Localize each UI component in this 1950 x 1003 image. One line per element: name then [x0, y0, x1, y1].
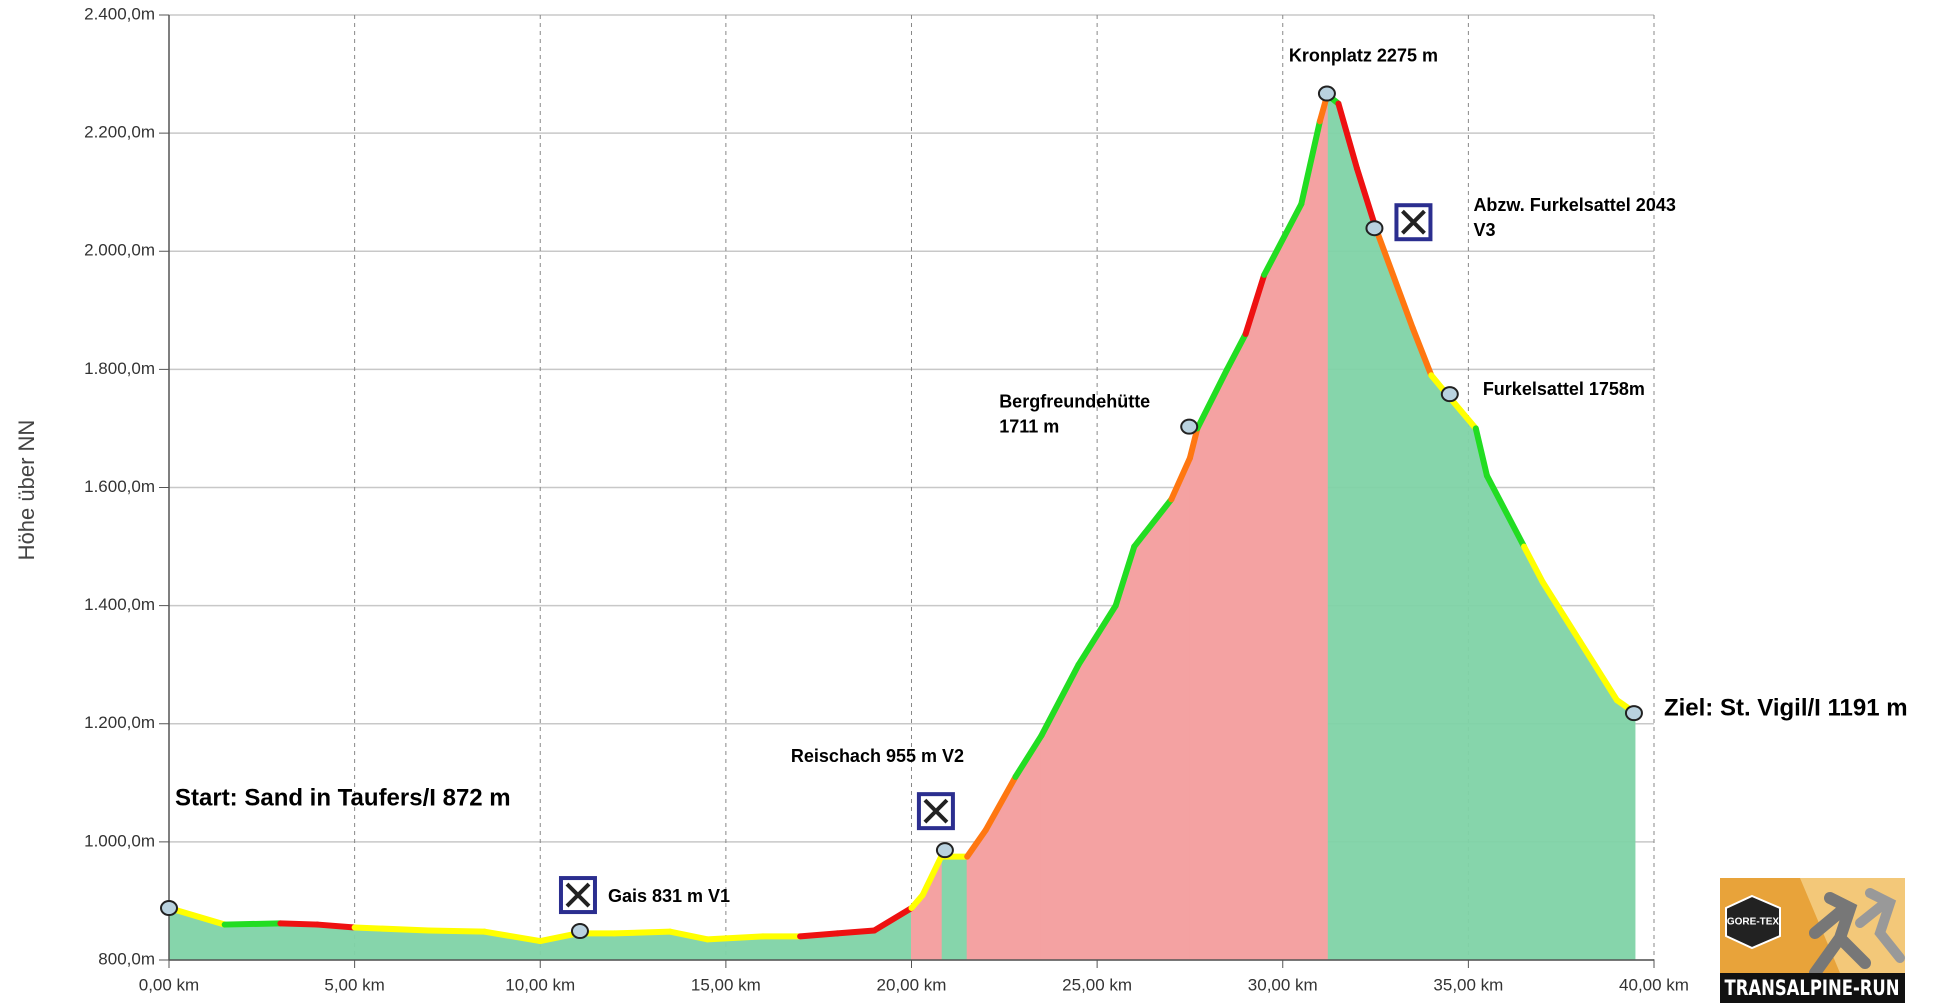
waypoint-label: Start: Sand in Taufers/I 872 m: [175, 784, 511, 811]
waypoint-marker: [1442, 387, 1458, 401]
climb-area: [1190, 428, 1197, 960]
profile-segment: [837, 930, 874, 933]
waypoint-label: Furkelsattel 1758m: [1483, 379, 1645, 399]
climb-area: [1116, 547, 1135, 960]
waypoint-marker: [1319, 87, 1335, 101]
x-tick-label: 10,00 km: [505, 975, 575, 994]
climb-area: [1246, 275, 1265, 960]
climb-area: [1041, 665, 1078, 960]
profile-segment: [800, 933, 837, 936]
climb-area: [1320, 95, 1327, 960]
x-tick-label: 40,00 km: [1619, 975, 1689, 994]
logo-badge-text: GORE-TEX: [1727, 917, 1780, 928]
climb-area: [1301, 121, 1320, 960]
profile-segment: [280, 923, 317, 924]
waypoint-marker: [572, 924, 588, 938]
waypoint-marker: [1366, 221, 1382, 235]
waypoint-label: Abzw. Furkelsattel 2043: [1473, 195, 1675, 215]
y-tick-label: 1.000,0m: [84, 831, 155, 850]
y-tick-label: 2.400,0m: [84, 4, 155, 23]
x-tick-label: 20,00 km: [877, 975, 947, 994]
profile-segment: [318, 925, 355, 928]
x-tick-label: 0,00 km: [139, 975, 199, 994]
profile-segment: [615, 932, 671, 934]
x-tick-label: 25,00 km: [1062, 975, 1132, 994]
profile-segment: [429, 930, 485, 931]
logo-text: TRANSALPINE-RUN: [1725, 976, 1900, 1000]
waypoint-label: Reischach 955 m V2: [791, 746, 964, 766]
waypoint-label: 1711 m: [999, 416, 1059, 436]
climb-area: [1134, 499, 1171, 960]
waypoint-label: V3: [1473, 220, 1495, 240]
y-tick-label: 1.800,0m: [84, 359, 155, 378]
waypoint-label: Kronplatz 2275 m: [1289, 45, 1438, 65]
climb-area: [1227, 334, 1246, 960]
profile-segment: [707, 936, 763, 939]
waypoint-marker: [1626, 706, 1642, 720]
y-tick-label: 1.400,0m: [84, 595, 155, 614]
y-tick-label: 2.000,0m: [84, 241, 155, 260]
y-axis-title: Höhe über NN: [14, 420, 39, 561]
waypoint-label: Bergfreundehütte: [999, 391, 1150, 411]
logo: GORE-TEX TRANSALPINE-RUN: [1720, 878, 1905, 1003]
profile-segment: [225, 923, 281, 924]
page: {"chart_data": { "type": "area", "y_labe…: [0, 0, 1950, 1003]
y-tick-label: 800,0m: [98, 949, 155, 968]
y-tick-label: 1.200,0m: [84, 713, 155, 732]
profile-segment: [355, 928, 429, 931]
x-tick-label: 35,00 km: [1433, 975, 1503, 994]
climb-area: [1264, 204, 1301, 960]
climb-area: [1197, 369, 1227, 960]
x-tick-label: 5,00 km: [324, 975, 384, 994]
waypoint-marker: [1181, 420, 1197, 434]
waypoint-label: Ziel: St. Vigil/I 1191 m: [1664, 694, 1908, 721]
waypoint-marker: [937, 843, 953, 857]
x-tick-label: 30,00 km: [1248, 975, 1318, 994]
x-tick-label: 15,00 km: [691, 975, 761, 994]
climb-area: [1171, 458, 1190, 960]
y-tick-label: 1.600,0m: [84, 477, 155, 496]
chart: Höhe über NN GORE-TEX TRANSALPINE-RUN 80…: [0, 0, 1950, 1003]
y-tick-label: 2.200,0m: [84, 123, 155, 142]
waypoint-label: Gais 831 m V1: [608, 886, 730, 906]
waypoint-marker: [161, 901, 177, 915]
